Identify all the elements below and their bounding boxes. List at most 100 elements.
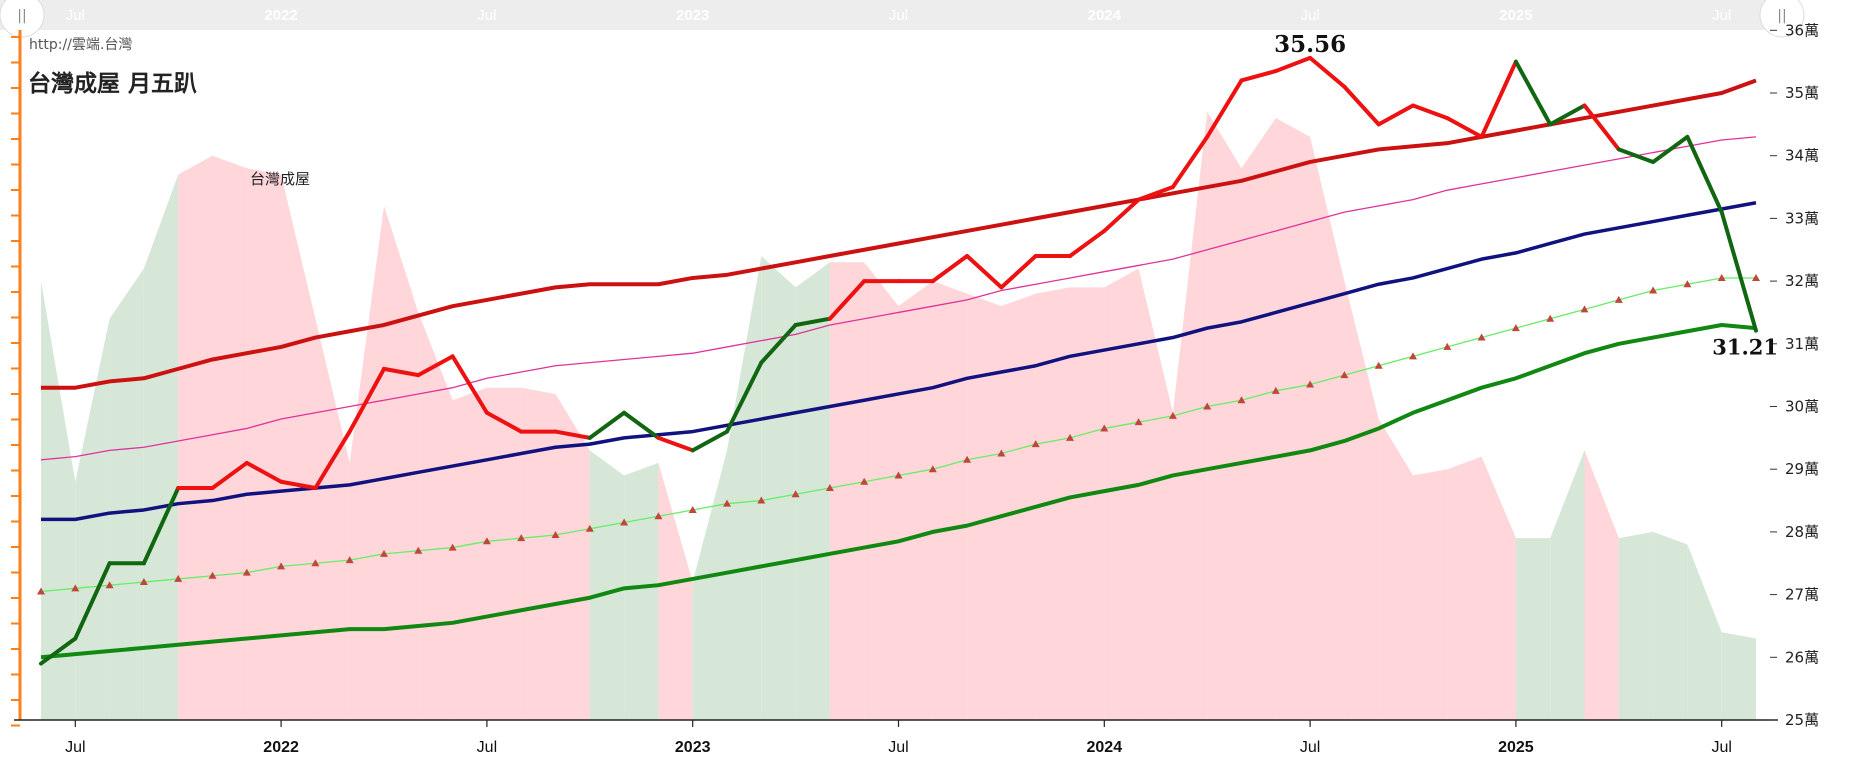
triangle-marker [174, 574, 183, 582]
triangle-marker [1306, 380, 1315, 388]
triangle-marker [1374, 361, 1383, 369]
triangle-marker [585, 524, 594, 532]
triangle-marker [723, 499, 731, 507]
navigator-bar[interactable] [0, 0, 1790, 30]
price-segment [450, 354, 489, 415]
price-segment [1342, 84, 1381, 127]
navigator-tick-label: Jul [66, 7, 85, 24]
area-segment [1344, 281, 1379, 720]
area-segment [1515, 538, 1551, 720]
area-segment [1584, 450, 1619, 720]
area-segment [1104, 268, 1139, 720]
price-segment [1548, 103, 1587, 127]
handle-left-grip: || [17, 8, 26, 24]
navigator-tick-label: 2023 [676, 7, 709, 24]
triangle-marker [688, 505, 697, 513]
triangle-marker [551, 531, 560, 539]
triangle-marker [963, 455, 972, 463]
price-segment [244, 460, 284, 484]
area-segment [1275, 118, 1311, 720]
area-segment [829, 262, 865, 720]
triangle-marker [1340, 371, 1349, 379]
triangle-marker [482, 537, 491, 545]
price-segment [999, 254, 1038, 290]
navigator-tick-label: Jul [1712, 7, 1731, 24]
price-segment [382, 366, 421, 378]
triangle-marker [277, 562, 286, 570]
price-segment [793, 316, 832, 327]
price-segment [73, 561, 112, 641]
price-segment [1479, 59, 1518, 139]
max-value-label: 35.56 [1274, 31, 1346, 58]
triangle-marker [1614, 295, 1623, 303]
y-tick-label: 35萬 [1785, 84, 1819, 102]
area-segment [41, 281, 76, 720]
upper-mid-line [40, 136, 1757, 461]
price-segment [484, 410, 524, 434]
navigator-tick-label: 2022 [264, 7, 297, 24]
site-url[interactable]: http://雲端.台灣 [29, 37, 133, 53]
triangle-marker [1717, 273, 1726, 281]
triangle-marker [928, 465, 937, 473]
triangle-marker [380, 549, 388, 557]
price-segment [416, 354, 455, 378]
triangle-marker [1168, 411, 1177, 419]
triangle-marker [71, 584, 80, 592]
upper-band-line [41, 78, 1757, 390]
area-segment [486, 387, 522, 720]
area-segment [315, 318, 350, 720]
triangle-marker [1271, 386, 1280, 394]
area-segment [589, 450, 625, 720]
price-segment [965, 254, 1004, 290]
y-tick-label: 25萬 [1785, 711, 1819, 729]
triangle-marker [825, 484, 834, 492]
price-segment [1513, 59, 1553, 127]
x-tick-label: Jul [1300, 739, 1320, 756]
y-tick-label: 28萬 [1785, 523, 1819, 541]
price-segment [1239, 69, 1278, 83]
triangle-marker [414, 546, 423, 554]
area-segment [281, 174, 316, 720]
triangle-marker [620, 518, 629, 526]
y-tick-label: 32萬 [1785, 272, 1819, 290]
area-segment [521, 387, 556, 720]
price-segment [1068, 228, 1107, 259]
area-segment [1310, 136, 1345, 720]
area-segment [452, 387, 487, 720]
navigator-tick-label: Jul [889, 7, 908, 24]
triangle-marker [894, 471, 903, 479]
area-segment [555, 393, 590, 720]
triangle-marker [1580, 305, 1589, 313]
price-segment [1719, 210, 1758, 333]
area-segment [1138, 268, 1173, 720]
navigator-handle-right[interactable]: || [1759, 0, 1805, 38]
area-segment [624, 462, 659, 720]
x-tick-label: 2022 [263, 739, 299, 756]
chart-title: 台灣成屋 月五趴 [28, 71, 198, 97]
triangle-marker [1546, 314, 1555, 322]
price-segment [313, 429, 352, 491]
triangle-marker [1066, 433, 1074, 441]
y-tick-label: 31萬 [1785, 335, 1819, 353]
navigator-tick-label: 2025 [1499, 7, 1532, 24]
area-segment [143, 174, 179, 720]
price-segment [141, 486, 181, 566]
triangle-marker [311, 559, 320, 567]
price-segment [1308, 55, 1347, 89]
area-segment [761, 256, 796, 720]
triangle-marker [1134, 418, 1143, 426]
price-segment [279, 479, 318, 491]
triangle-marker [1443, 342, 1452, 350]
price-segment [1651, 134, 1690, 164]
y-tick-label: 26萬 [1785, 648, 1819, 666]
area-segment [1241, 118, 1276, 720]
navigator-handle-left[interactable]: || [0, 0, 45, 38]
lower-band-line [40, 322, 1757, 660]
x-axis-ticks: Jul 2022 Jul 2023 Jul 2024 Jul 2025 Jul [65, 720, 1732, 756]
triangle-marker [1511, 324, 1520, 332]
area-segment [349, 205, 384, 721]
navigator-ticks: Jul 2022 Jul 2023 Jul 2024 Jul 2025 Jul [66, 7, 1732, 24]
area-segment [1481, 456, 1516, 720]
area-segment [384, 205, 419, 721]
series-label: 台灣成屋 [250, 170, 311, 188]
